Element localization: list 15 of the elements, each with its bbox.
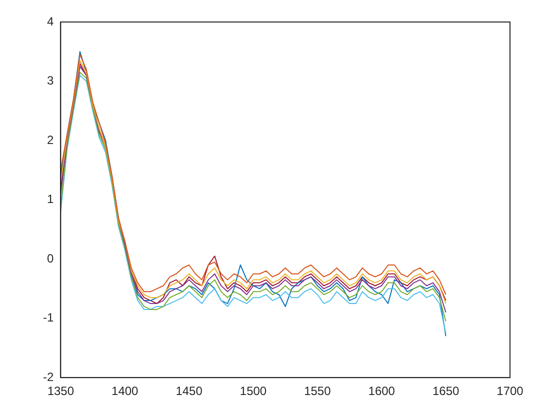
y-tick-label: 1 <box>46 192 54 206</box>
x-tick-label: 1450 <box>176 384 203 398</box>
y-tick-label: 3 <box>46 74 54 88</box>
y-tick-label: 0 <box>46 251 54 266</box>
x-tick-label: 1350 <box>47 384 74 398</box>
x-tick-label: 1650 <box>432 384 460 398</box>
x-tick-label: 1700 <box>496 384 524 398</box>
y-tick-label: -2 <box>43 370 54 384</box>
y-tick-label: -1 <box>43 310 54 325</box>
y-tick-label: 4 <box>46 14 54 28</box>
x-tick-label: 1500 <box>240 384 267 398</box>
x-tick-label: 1550 <box>304 384 332 398</box>
y-tick-label: 2 <box>46 132 54 147</box>
x-tick-label: 1600 <box>368 384 396 398</box>
x-tick-label: 1400 <box>112 384 139 398</box>
